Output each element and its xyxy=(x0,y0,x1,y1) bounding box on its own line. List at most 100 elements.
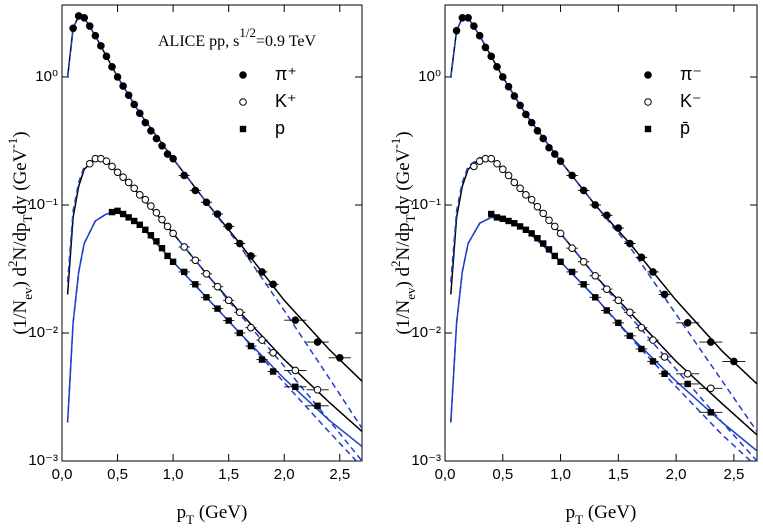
legend-label: π⁺ xyxy=(275,64,297,84)
data-point xyxy=(119,210,127,218)
data-point xyxy=(313,385,322,394)
data-point xyxy=(539,209,548,218)
data-point xyxy=(557,258,564,265)
x-tick-label: 2,5 xyxy=(723,466,744,483)
data-point xyxy=(499,215,506,222)
x-axis-label: pT (GeV) xyxy=(177,502,248,527)
data-point xyxy=(516,101,524,110)
text-part: ev xyxy=(20,287,35,300)
data-point xyxy=(152,134,161,143)
plot-frame xyxy=(61,4,363,462)
data-point xyxy=(142,226,149,233)
data-point xyxy=(614,224,623,232)
data-point xyxy=(313,338,322,346)
x-axis-label: pT (GeV) xyxy=(566,502,637,527)
text-part: dy (GeV xyxy=(10,148,31,214)
data-point xyxy=(102,157,111,165)
data-point xyxy=(522,226,530,233)
data-point xyxy=(169,258,177,265)
text-part: T xyxy=(575,512,583,527)
annotation: ALICE pp, s1/2=0.9 TeV xyxy=(158,25,316,49)
data-point xyxy=(550,150,559,158)
data-point xyxy=(533,126,542,135)
data-point xyxy=(192,281,199,288)
fit-curve xyxy=(450,216,757,452)
legend-entry: K⁻ xyxy=(644,91,702,111)
legend-entry: π⁺ xyxy=(239,64,297,84)
y-tick-label: 10⁻³ xyxy=(411,452,441,469)
data-point xyxy=(135,109,144,118)
data-point xyxy=(579,257,588,266)
text-part: (1/N xyxy=(10,300,31,335)
data-point xyxy=(130,100,139,109)
data-point xyxy=(568,171,576,180)
y-tick-label: 10⁻³ xyxy=(28,452,58,469)
data-point xyxy=(258,356,266,363)
data-point xyxy=(683,369,692,378)
data-point xyxy=(97,42,105,50)
legend-marker xyxy=(239,125,247,133)
text-part: (GeV) xyxy=(583,502,636,523)
data-point xyxy=(539,134,548,143)
x-tick-label: 0,0 xyxy=(435,466,456,483)
data-point xyxy=(247,342,255,350)
data-point xyxy=(141,118,150,127)
legend-label: p xyxy=(275,118,285,138)
data-point xyxy=(568,268,576,276)
data-point xyxy=(551,252,558,260)
x-tick-label: 2,0 xyxy=(666,466,687,483)
text-part: dy (GeV xyxy=(393,148,414,214)
data-point xyxy=(661,370,668,377)
text-part: ) xyxy=(393,131,414,137)
data-point xyxy=(452,26,461,35)
data-point xyxy=(470,162,478,171)
x-tick-label: 1,0 xyxy=(163,466,184,483)
data-point xyxy=(291,316,300,324)
data-point xyxy=(603,307,610,314)
legend-marker xyxy=(644,98,652,106)
text-part: ) xyxy=(10,131,31,137)
x-tick-label: 2,0 xyxy=(274,466,295,483)
data-point xyxy=(510,178,519,187)
text-part: p xyxy=(566,502,576,523)
data-point xyxy=(626,308,634,317)
legend-label: π⁻ xyxy=(680,64,702,84)
data-point xyxy=(649,358,657,365)
data-point xyxy=(135,191,144,199)
data-point xyxy=(213,210,222,218)
data-point xyxy=(203,294,210,301)
x-tick-label: 2,5 xyxy=(329,466,350,483)
data-point xyxy=(258,336,266,344)
data-point xyxy=(511,220,518,227)
data-point xyxy=(158,215,166,224)
text-part: -1 xyxy=(388,138,403,149)
data-point xyxy=(158,244,166,252)
text-part: N/dp xyxy=(393,222,414,260)
data-point xyxy=(141,195,150,204)
legend-marker xyxy=(644,125,652,133)
data-point xyxy=(214,305,221,312)
data-point xyxy=(202,270,211,278)
data-point xyxy=(493,159,501,168)
data-point xyxy=(522,110,530,119)
data-point xyxy=(579,186,588,195)
data-point xyxy=(69,24,77,33)
data-point xyxy=(504,82,513,91)
data-point xyxy=(91,31,100,40)
x-tick-label: 1,5 xyxy=(218,466,239,483)
data-point xyxy=(510,92,519,100)
text-part: (1/N xyxy=(393,300,414,335)
data-point xyxy=(113,73,122,81)
x-tick-label: 1,0 xyxy=(550,466,571,483)
data-point xyxy=(706,338,715,346)
data-point xyxy=(505,217,512,225)
data-point xyxy=(730,357,738,366)
text-part: ALICE pp, s xyxy=(158,33,239,50)
data-point xyxy=(527,195,536,204)
data-point xyxy=(125,214,132,221)
legend-entry: π⁻ xyxy=(644,64,702,84)
data-point xyxy=(269,280,277,289)
x-tick-label: 0,0 xyxy=(52,466,73,483)
y-axis-label: (1/Nev) d2N/dpTdy (GeV-1) xyxy=(5,131,35,334)
data-point xyxy=(158,141,166,150)
